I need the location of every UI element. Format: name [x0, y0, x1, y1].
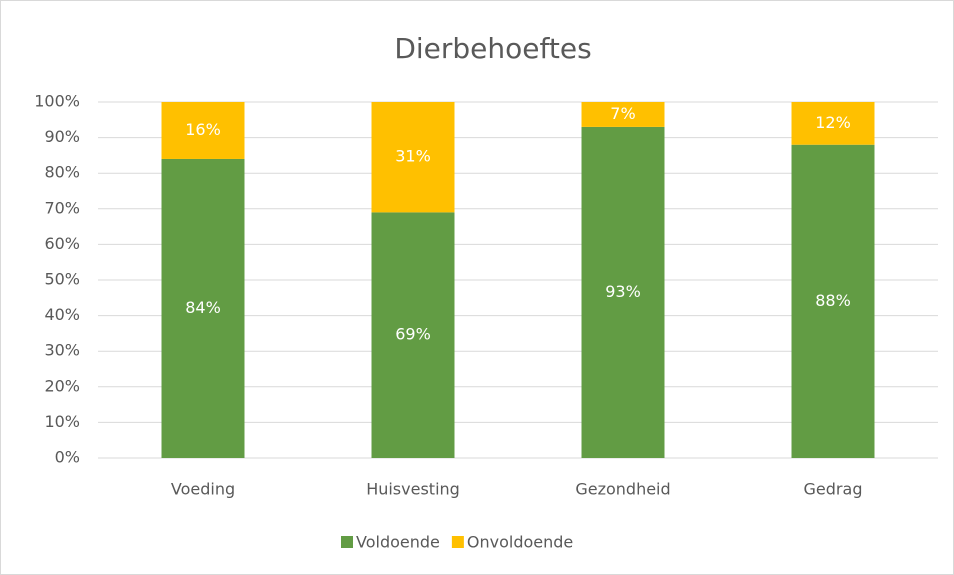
- chart-title: Dierbehoeftes: [394, 32, 591, 65]
- y-tick-label: 0%: [55, 448, 80, 467]
- x-tick-label: Gezondheid: [575, 480, 670, 499]
- y-tick-label: 60%: [44, 234, 80, 253]
- legend-label: Onvoldoende: [467, 533, 573, 552]
- y-tick-label: 10%: [44, 412, 80, 431]
- x-tick-label: Gedrag: [804, 480, 863, 499]
- data-label: 88%: [815, 291, 851, 310]
- y-tick-label: 40%: [44, 305, 80, 324]
- data-label: 7%: [610, 104, 635, 123]
- legend-label: Voldoende: [356, 533, 440, 552]
- bar-segment: [791, 144, 875, 458]
- y-tick-label: 90%: [44, 127, 80, 146]
- bar-segment: [371, 102, 455, 213]
- bar-segment: [581, 102, 665, 127]
- data-label: 93%: [605, 282, 641, 301]
- x-tick-label: Huisvesting: [366, 480, 460, 499]
- legend-swatch: [451, 536, 464, 548]
- y-tick-label: 50%: [44, 270, 80, 289]
- data-label: 31%: [395, 147, 431, 166]
- x-tick-label: Voeding: [171, 480, 235, 499]
- y-tick-label: 100%: [34, 92, 80, 111]
- y-tick-label: 30%: [44, 341, 80, 360]
- y-tick-label: 80%: [44, 163, 80, 182]
- y-tick-label: 70%: [44, 198, 80, 217]
- data-label: 69%: [395, 325, 431, 344]
- y-tick-label: 20%: [44, 376, 80, 395]
- data-label: 84%: [185, 298, 221, 317]
- data-label: 16%: [185, 120, 221, 139]
- bar-segment: [161, 102, 245, 159]
- bar-segment: [371, 212, 455, 458]
- bar-segment: [791, 102, 875, 145]
- bar-segment: [581, 126, 665, 459]
- bar-segment: [161, 158, 245, 458]
- data-label: 12%: [815, 113, 851, 132]
- legend-swatch: [341, 536, 353, 548]
